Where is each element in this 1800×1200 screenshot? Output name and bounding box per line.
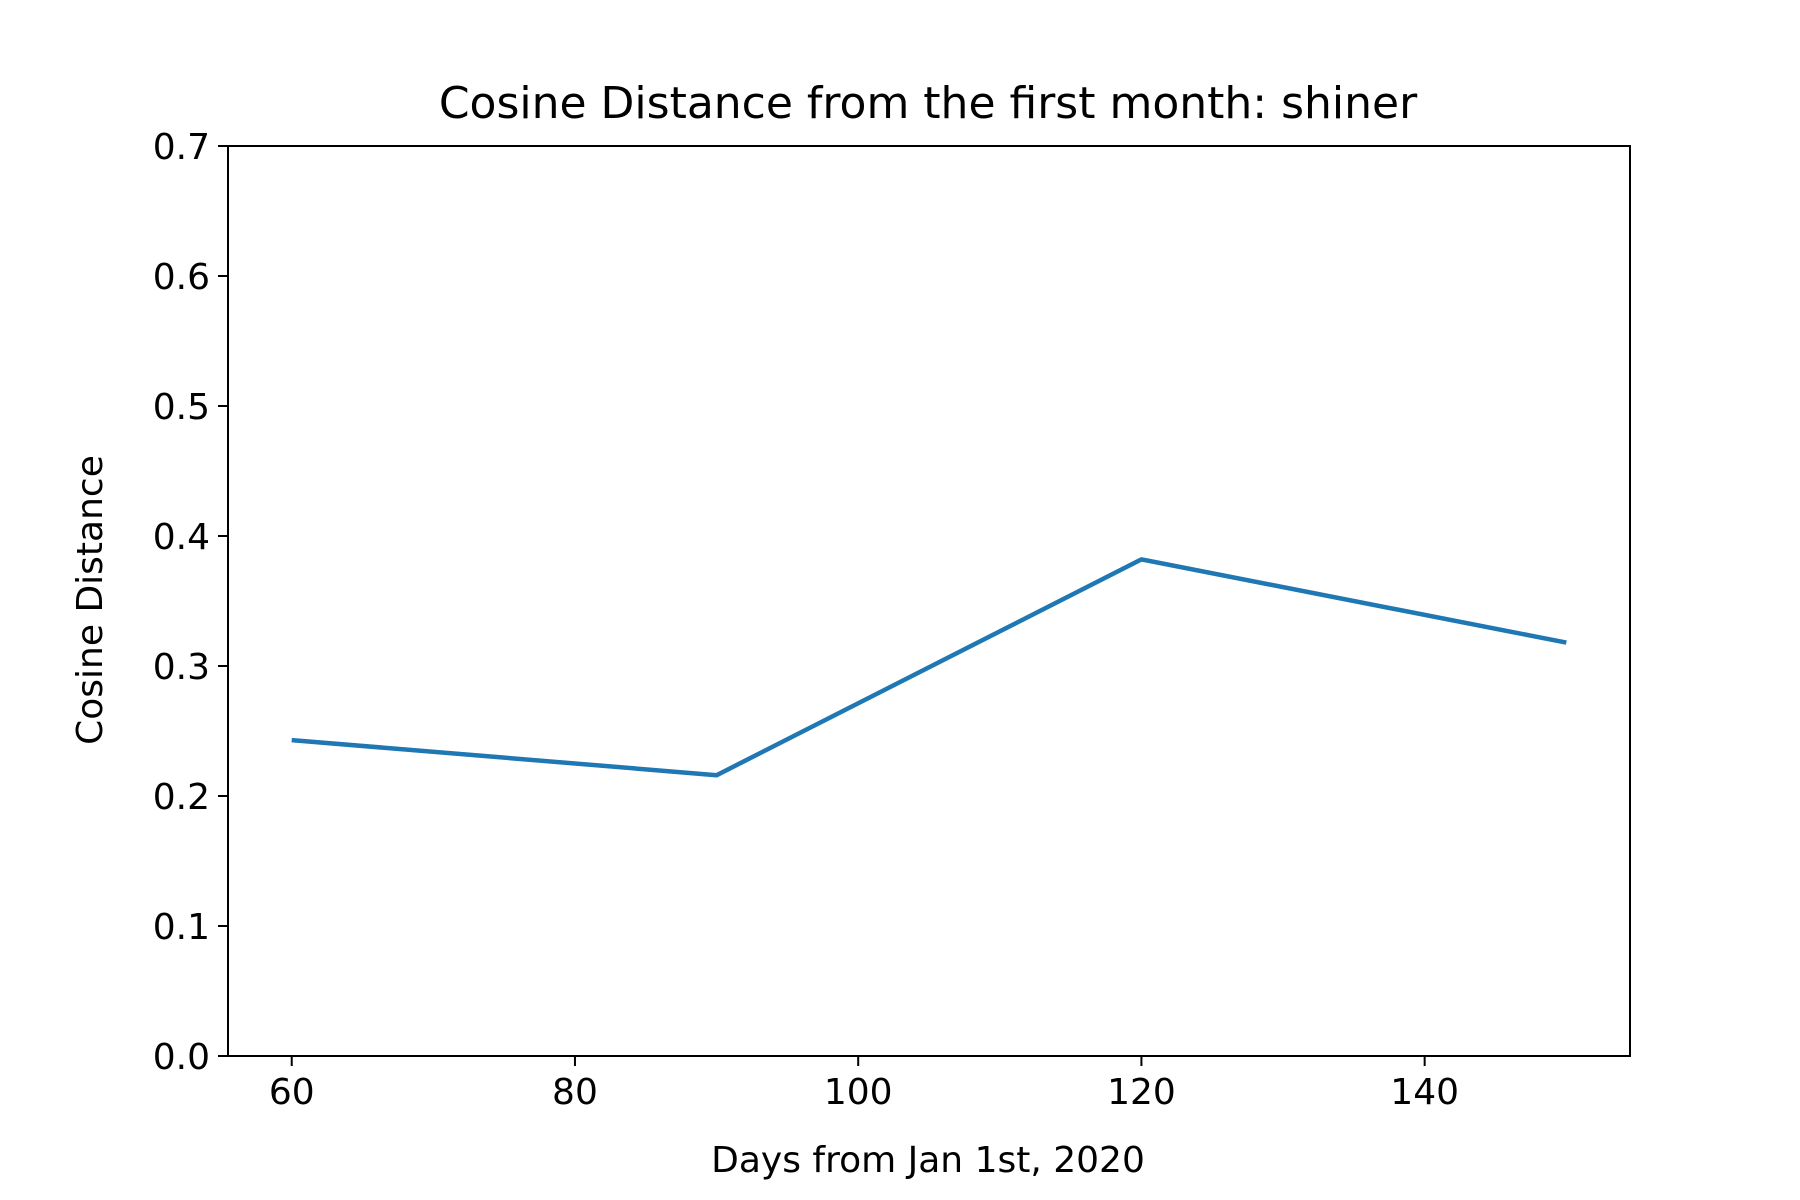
plot-area: 60 80 100 120 140 0.0 0.1 0.2 0.3 0.4 0.5 0.6 0.7 bbox=[153, 127, 1631, 1113]
x-tick-label: 60 bbox=[269, 1072, 315, 1113]
y-tick-label: 0.0 bbox=[153, 1037, 210, 1078]
x-tick-label: 100 bbox=[824, 1072, 893, 1113]
y-tick-label: 0.6 bbox=[153, 257, 210, 298]
y-tick-label: 0.2 bbox=[153, 777, 210, 818]
y-tick-label: 0.3 bbox=[153, 647, 210, 688]
y-tick-label: 0.7 bbox=[153, 127, 210, 168]
plot-frame bbox=[227, 145, 1631, 1057]
y-tick-label: 0.4 bbox=[153, 517, 210, 558]
x-axis-title: Days from Jan 1st, 2020 bbox=[711, 1140, 1145, 1181]
x-tick-label: 80 bbox=[552, 1072, 598, 1113]
x-tick-label: 120 bbox=[1107, 1072, 1176, 1113]
y-axis-title: Cosine Distance bbox=[70, 455, 111, 745]
series-line-0 bbox=[291, 557, 1567, 778]
y-tick-label: 0.1 bbox=[153, 907, 210, 948]
y-tick-label: 0.5 bbox=[153, 387, 210, 428]
chart-title: Cosine Distance from the first month: sh… bbox=[439, 78, 1418, 129]
x-tick-label: 140 bbox=[1390, 1072, 1459, 1113]
